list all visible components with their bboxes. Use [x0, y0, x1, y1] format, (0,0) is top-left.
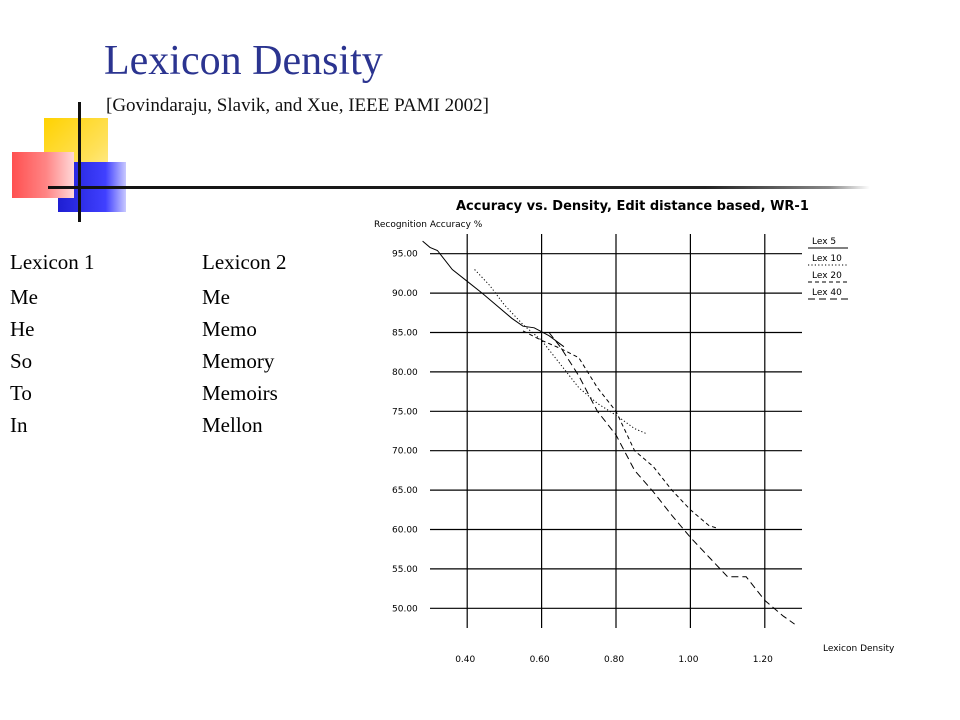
lexicon-word: Mellon [202, 413, 263, 437]
decor-red-square [12, 152, 74, 198]
y-tick-label: 65.00 [392, 486, 418, 496]
chart-ticks: 50.00 55.00 60.00 65.00 70.00 75.00 80.00 85.00… [392, 250, 773, 665]
y-tick-label: 95.00 [392, 250, 418, 260]
y-tick-label: 55.00 [392, 565, 418, 575]
lexicon-word: Memoirs [202, 381, 278, 405]
legend-label: Lex 5 [812, 237, 836, 247]
x-tick-label: 1.20 [753, 655, 773, 665]
title-divider-rule [48, 186, 870, 189]
lexicon-word: Me [202, 285, 230, 309]
chart-grid [430, 234, 802, 628]
citation: [Govindaraju, Slavik, and Xue, IEEE PAMI… [106, 95, 489, 116]
lexicon-word: He [10, 317, 35, 341]
y-tick-label: 60.00 [392, 526, 418, 536]
x-tick-label: 0.60 [530, 655, 550, 665]
y-tick-label: 75.00 [392, 407, 418, 417]
lexicon-word: In [10, 413, 28, 437]
y-axis-label: Recognition Accuracy % [374, 220, 483, 230]
y-tick-label: 70.00 [392, 447, 418, 457]
lexicon-word: So [10, 349, 33, 373]
x-axis-label: Lexicon Density [823, 644, 895, 654]
y-tick-label: 50.00 [392, 604, 418, 614]
y-tick-label: 90.00 [392, 289, 418, 299]
lexicon-heading: Lexicon 2 [202, 250, 287, 274]
lexicon-heading: Lexicon 1 [10, 250, 95, 274]
series-line [422, 240, 565, 348]
y-tick-label: 80.00 [392, 368, 418, 378]
chart-title: Accuracy vs. Density, Edit distance base… [456, 199, 809, 214]
x-tick-label: 1.00 [678, 655, 698, 665]
lexicon-2-list: Lexicon 2 Me Memo Memory Memoirs Mellon [202, 252, 287, 447]
y-tick-label: 85.00 [392, 329, 418, 339]
series-line [548, 332, 795, 625]
decor-vertical-rule [78, 102, 81, 222]
lexicon-word: Me [10, 285, 38, 309]
legend-label: Lex 20 [812, 271, 842, 281]
series-line [522, 330, 717, 529]
lexicon-word: Memo [202, 317, 257, 341]
chart-series [422, 240, 795, 625]
slide-title: Lexicon Density [104, 38, 383, 84]
accuracy-density-chart: Accuracy vs. Density, Edit distance base… [370, 192, 910, 672]
x-tick-label: 0.40 [455, 655, 475, 665]
legend-label: Lex 10 [812, 254, 842, 264]
lexicon-1-list: Lexicon 1 Me He So To In [10, 252, 95, 447]
legend-label: Lex 40 [812, 288, 842, 298]
chart-legend: Lex 5 Lex 10 Lex 20 Lex 40 [808, 237, 848, 300]
x-tick-label: 0.80 [604, 655, 624, 665]
lexicon-word: Memory [202, 349, 275, 373]
lexicon-word: To [10, 381, 32, 405]
series-line [474, 269, 646, 434]
chart-svg: Accuracy vs. Density, Edit distance base… [374, 199, 895, 665]
